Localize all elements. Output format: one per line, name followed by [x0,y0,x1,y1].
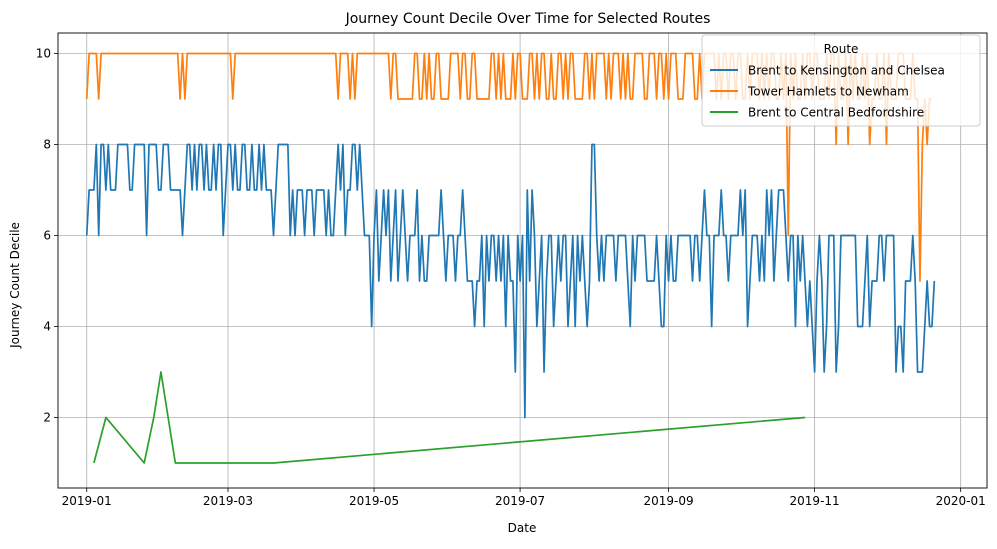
axes: 2019-01 2019-03 2019-05 2019-07 2019-09 2019-… [36,46,986,508]
y-tick-label: 6 [43,228,51,242]
x-tick-label: 2019-09 [643,494,693,508]
legend-label-0: Brent to Kensington and Chelsea [748,64,945,78]
y-tick-label: 2 [43,410,51,424]
legend-label-2: Brent to Central Bedfordshire [748,106,924,120]
x-tick-label: 2019-07 [495,494,545,508]
legend-label-1: Tower Hamlets to Newham [747,85,909,99]
chart-title: Journey Count Decile Over Time for Selec… [345,11,711,27]
x-tick-label: 2019-05 [349,494,399,508]
x-tick-label: 2019-11 [790,494,840,508]
legend-box [701,34,981,127]
y-axis-label: Journey Count Decile [8,222,22,349]
x-axis-label: Date [508,521,537,535]
y-tick-label: 4 [43,319,51,333]
x-tick-label: 2019-03 [203,494,253,508]
series-line-0 [85,143,936,419]
plot-area [57,32,988,489]
legend-title: Route [824,42,859,56]
y-tick-label: 10 [36,46,51,60]
y-tick-label: 8 [43,137,51,151]
series-line-2 [93,371,806,464]
x-tick-label: 2019-01 [62,494,112,508]
legend: Route Brent to Kensington and Chelsea To… [701,34,981,127]
x-tick-label: 2020-01 [936,494,986,508]
